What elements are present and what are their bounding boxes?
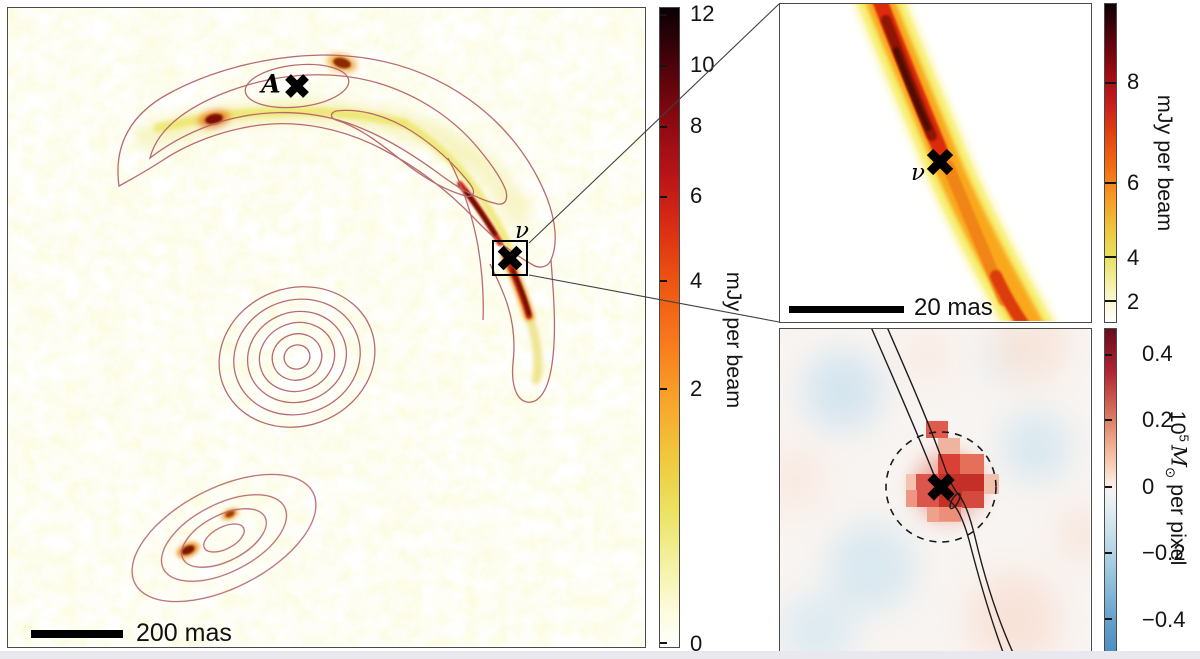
mass-cross-marker: [926, 472, 957, 503]
cross-marker-A: [284, 73, 311, 100]
critical-curves: [871, 329, 1014, 653]
inset-scale-bar: [789, 306, 904, 313]
label-source-A: A: [261, 69, 281, 99]
mass-colorbar: 0.4 0.2 0 −0.2 −0.4: [1104, 328, 1199, 655]
mass-colorbar-axis-label: 105 M⊙ per pixel: [1162, 410, 1192, 566]
inset-scale-bar-label: 20 mas: [914, 294, 993, 321]
main-map-art: [8, 8, 644, 646]
mass-colorbar-gradient: [1104, 328, 1117, 655]
main-colorbar-gradient: [659, 7, 680, 648]
x-icon: [285, 74, 309, 98]
main-colorbar: 12 10 8 6 4 2 0: [659, 3, 779, 654]
page-bottom-strip: [0, 651, 1200, 659]
main-radio-map-panel: A ν 200 mas: [7, 7, 646, 648]
inset-colorbar-gradient: [1104, 3, 1117, 323]
inset-cross-marker: [925, 147, 955, 177]
mass-map-panel: [779, 328, 1092, 655]
perturber-zoom-box: [492, 240, 528, 276]
contour-lines: [117, 54, 556, 603]
x-icon: [927, 473, 955, 501]
mass-unit-exponent: 5: [1176, 434, 1192, 442]
solar-mass-subscript: ⊙: [1162, 466, 1178, 479]
x-icon: [926, 148, 954, 176]
main-scale-bar-label: 200 mas: [136, 619, 232, 647]
mass-unit-base: 10: [1166, 410, 1191, 435]
solar-mass-symbol: M: [1165, 444, 1191, 467]
dashed-aperture-circle: [885, 431, 997, 543]
inset-label-nu: ν: [911, 160, 925, 186]
cross-marker-nu: [496, 244, 524, 272]
x-icon: [497, 245, 523, 271]
main-colorbar-axis-label: mJy per beam: [721, 271, 746, 409]
main-scale-bar: [31, 630, 123, 638]
inset-colorbar-axis-label: mJy per beam: [1152, 94, 1177, 232]
label-perturber-nu: ν: [515, 218, 529, 244]
mass-unit-suffix: per pixel: [1166, 478, 1191, 566]
zoom-inset-panel: ν 20 mas: [779, 3, 1092, 323]
